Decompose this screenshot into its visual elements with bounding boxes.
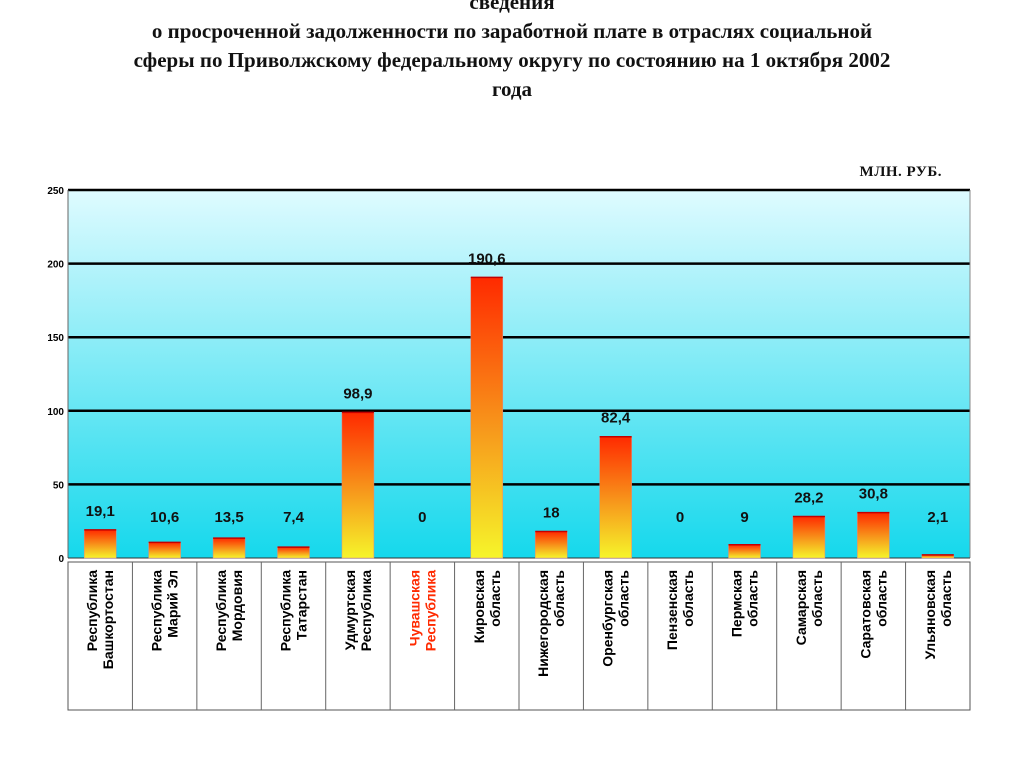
x-tick-label-line: Ульяновская — [922, 570, 938, 660]
x-tick-label-line: Республика — [84, 570, 100, 651]
bar — [470, 277, 504, 559]
data-label: 10,6 — [150, 509, 179, 526]
x-tick-label: Пензенская область — [664, 570, 696, 650]
x-tick-label: Оренбургская область — [600, 570, 632, 667]
bar — [148, 542, 181, 559]
title-line-1: сведения — [469, 0, 555, 14]
data-label: 7,4 — [283, 509, 305, 526]
x-tick-label-line: Республика — [213, 570, 229, 651]
title-line-4: года — [491, 77, 533, 101]
bar — [857, 512, 890, 559]
x-tick-label: Республика Татарстан — [278, 570, 310, 651]
x-tick-label: Республика Башкортостан — [84, 570, 116, 669]
x-tick-label: Пермская область — [729, 570, 761, 638]
x-tick-label-line: Саратовская — [857, 570, 873, 659]
x-tick-label-line: область — [873, 570, 889, 627]
x-tick-label: Республика Марий Эл — [149, 570, 181, 651]
data-label: 19,1 — [86, 503, 115, 520]
y-tick-label: 0 — [58, 554, 64, 565]
x-tick-label: Кировская область — [471, 570, 503, 644]
data-label: 2,1 — [927, 509, 948, 526]
data-label: 0 — [418, 509, 426, 526]
y-tick-label: 250 — [47, 186, 64, 197]
data-label: 28,2 — [794, 489, 823, 506]
x-tick-label-line: область — [487, 570, 503, 627]
bar — [728, 544, 761, 559]
bar — [792, 516, 826, 559]
x-tick-label-line: Республика — [278, 570, 294, 651]
x-tick-label: Ульяновская область — [922, 570, 954, 660]
x-tick-label-line: Пермская — [729, 570, 745, 637]
x-tick-label-line: Самарская — [793, 570, 809, 645]
x-tick-label-line: Республика — [358, 570, 374, 651]
x-tick-label-line: Татарстан — [294, 570, 310, 640]
plot-area — [68, 190, 970, 558]
bar — [534, 531, 568, 559]
data-label: 98,9 — [343, 385, 372, 402]
x-tick-label-line: область — [809, 570, 825, 627]
chart-title: сведения о просроченной задолженности по… — [20, 0, 1004, 104]
x-tick-label: Нижегородская область — [535, 570, 567, 677]
y-tick-label: 50 — [53, 480, 65, 491]
x-tick-label-line: Мордовия — [229, 570, 245, 641]
x-tick-label-line: Пензенская — [664, 570, 680, 650]
bar — [277, 546, 310, 559]
bar — [83, 529, 117, 559]
title-line-2: о просроченной задолженности по заработн… — [151, 19, 873, 43]
x-tick-label-line: Удмуртская — [342, 570, 358, 650]
y-tick-label: 150 — [47, 333, 64, 344]
y-tick-label: 100 — [47, 407, 64, 418]
x-tick-label-line: Республика — [149, 570, 165, 651]
x-tick-label-line: Нижегородская — [535, 570, 551, 677]
x-tick-label-line: Марий Эл — [165, 570, 181, 638]
y-tick-label: 200 — [47, 260, 64, 271]
data-label: 0 — [676, 509, 684, 526]
data-label: 30,8 — [859, 486, 888, 503]
title-line-3: сферы по Приволжскому федеральному округ… — [133, 48, 891, 72]
unit-label: МЛН. РУБ. — [859, 164, 942, 180]
x-tick-label-line: область — [616, 570, 632, 627]
x-tick-label-line: Оренбургская — [600, 570, 616, 667]
x-tick-label: Республика Мордовия — [213, 570, 245, 651]
x-tick-label-line: Башкортостан — [100, 570, 116, 669]
data-label: 190,6 — [468, 250, 506, 267]
x-tick-label: Чувашская Республика — [406, 570, 438, 651]
x-tick-label: Самарская область — [793, 570, 825, 646]
x-tick-label-line: Кировская — [471, 570, 487, 643]
data-label: 82,4 — [601, 410, 631, 427]
x-tick-label-line: Республика — [422, 570, 438, 651]
x-tick-label-line: область — [551, 570, 567, 627]
x-tick-label-line: область — [938, 570, 954, 627]
data-label: 13,5 — [214, 509, 243, 526]
x-tick-label-line: область — [745, 570, 761, 627]
bar — [341, 412, 375, 559]
bar — [599, 436, 632, 559]
x-tick-label-line: Чувашская — [406, 570, 422, 646]
x-tick-label: Удмуртская Республика — [342, 570, 374, 651]
x-tick-label: Саратовская область — [857, 570, 889, 659]
data-label: 18 — [543, 505, 560, 522]
data-label: 9 — [740, 509, 748, 526]
x-tick-label-line: область — [680, 570, 696, 627]
bar — [212, 537, 246, 559]
